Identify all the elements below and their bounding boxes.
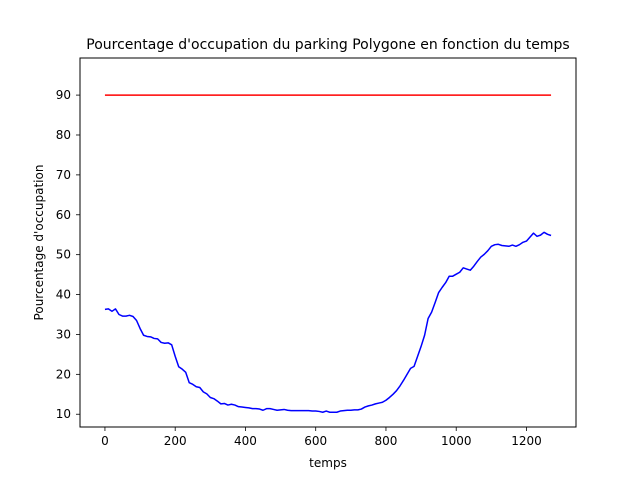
y-axis-label: Pourcentage d'occupation [32,165,46,321]
ticks-layer: 0 200 400 600 800 1000 1200 10 20 30 40 50 60 70 80 90 [56,88,542,448]
y-tick-label: 40 [56,288,71,302]
x-tick-label: 1000 [441,434,472,448]
y-tick-label: 90 [56,88,71,102]
plot-frame [79,57,577,428]
series-layer [104,94,552,413]
x-tick-label: 800 [375,434,398,448]
x-tick-label: 0 [101,434,109,448]
x-tick-label: 1200 [511,434,542,448]
chart-title: Pourcentage d'occupation du parking Poly… [86,37,569,53]
x-tick-label: 200 [164,434,187,448]
y-tick-label: 20 [56,367,71,381]
x-tick-label: 400 [234,434,257,448]
y-tick-label: 10 [56,407,71,421]
y-tick-label: 80 [56,128,71,142]
occupation-series-line [104,231,552,413]
y-tick-label: 70 [56,168,71,182]
x-axis-label: temps [309,456,347,470]
y-tick-label: 50 [56,248,71,262]
x-tick-label: 600 [304,434,327,448]
y-tick-label: 30 [56,327,71,341]
y-tick-label: 60 [56,208,71,222]
